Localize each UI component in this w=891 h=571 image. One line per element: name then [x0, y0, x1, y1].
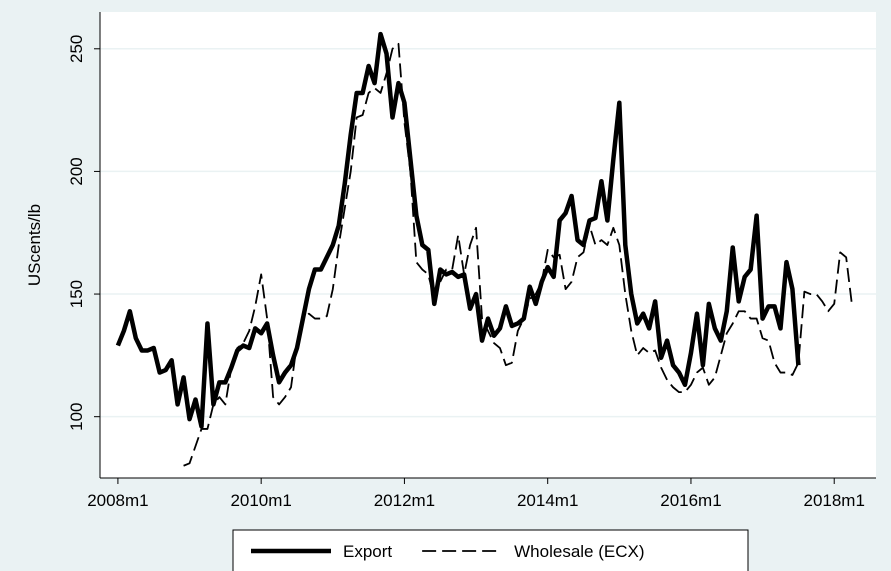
y-tick-label: 200: [67, 157, 86, 185]
series-line: [183, 42, 854, 467]
x-tick-label: 2008m1: [87, 491, 148, 510]
y-tick-label: 100: [67, 402, 86, 430]
x-tick-label: 2012m1: [374, 491, 435, 510]
plot-area: [100, 12, 876, 478]
x-tick-label: 2018m1: [803, 491, 864, 510]
x-tick-label: 2016m1: [660, 491, 721, 510]
y-tick-label: 250: [67, 35, 86, 63]
y-axis-title: UScents/lb: [25, 204, 44, 286]
y-tick-label: 150: [67, 280, 86, 308]
legend-label: Export: [343, 542, 392, 561]
legend-label: Wholesale (ECX): [514, 542, 644, 561]
x-tick-label: 2014m1: [517, 491, 578, 510]
x-tick-label: 2010m1: [230, 491, 291, 510]
